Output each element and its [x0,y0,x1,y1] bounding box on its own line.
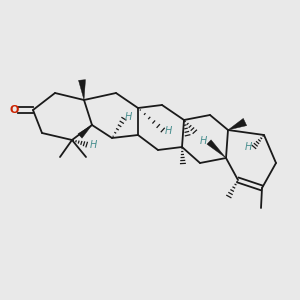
Text: O: O [9,105,19,115]
Text: H: H [89,140,97,150]
Text: H: H [244,142,252,152]
Polygon shape [228,118,247,130]
Polygon shape [79,80,86,100]
Text: H: H [164,126,172,136]
Polygon shape [78,125,92,138]
Polygon shape [207,140,226,158]
Text: H: H [124,112,132,122]
Text: H: H [199,136,207,146]
